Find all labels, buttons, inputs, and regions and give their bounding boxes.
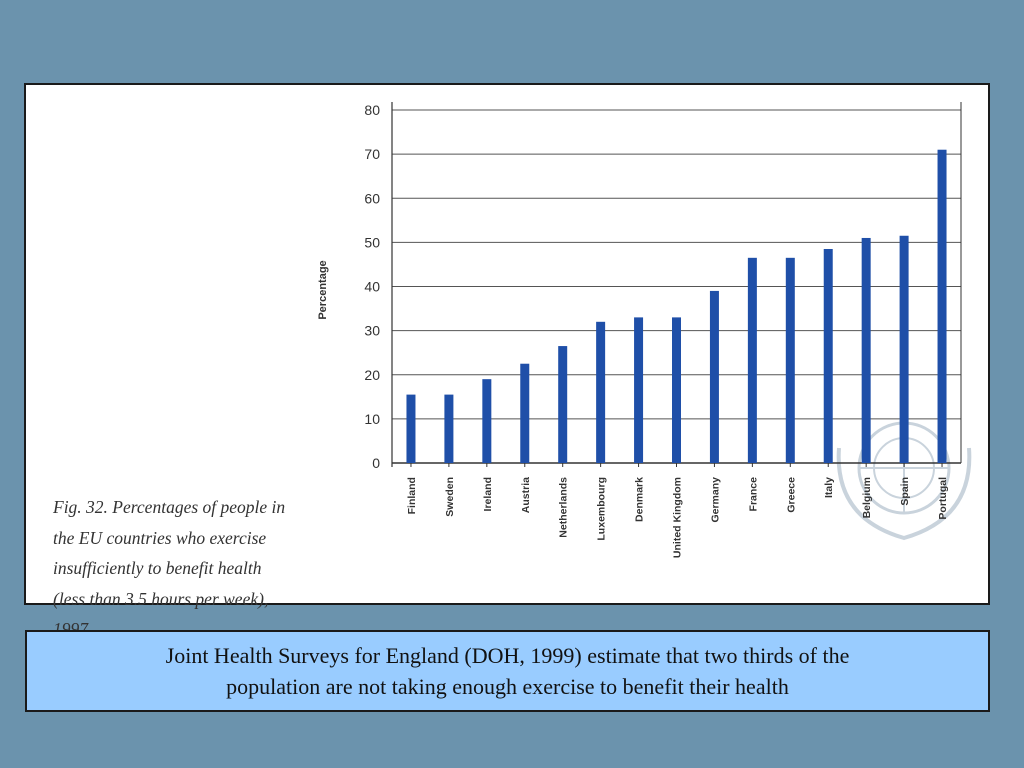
x-tick-label: Belgium bbox=[861, 477, 873, 518]
x-tick-label: Greece bbox=[785, 477, 797, 513]
caption-line: insufficiently to benefit health bbox=[53, 558, 262, 578]
caption-line: the EU countries who exercise bbox=[53, 527, 267, 548]
x-tick-label: Austria bbox=[520, 477, 532, 513]
bar bbox=[861, 237, 871, 463]
x-tick-label: Finland bbox=[406, 477, 418, 514]
bar bbox=[937, 149, 947, 463]
y-tick-label: 10 bbox=[364, 411, 380, 427]
x-tick-label: France bbox=[747, 477, 759, 512]
figure-panel: 0 10 20 30 40 50 60 70 80 Percentage Finland Sweden… bbox=[24, 83, 990, 639]
x-tick-label: Sweden bbox=[444, 477, 456, 517]
caption-line: (less than 3.5 hours per week), bbox=[53, 588, 269, 609]
bar bbox=[709, 290, 719, 463]
bar bbox=[634, 317, 644, 463]
x-tick-label: United Kingdom bbox=[672, 477, 684, 558]
y-tick-label: 60 bbox=[364, 190, 380, 206]
x-tick-label: Germany bbox=[709, 477, 721, 523]
note-box: Joint Health Surveys for England (DOH, 1… bbox=[25, 630, 990, 712]
y-tick-label: 80 bbox=[364, 102, 380, 118]
y-tick-label: 70 bbox=[364, 146, 380, 162]
bar-chart: 0 10 20 30 40 50 60 70 80 Percentage Finland Sweden… bbox=[317, 102, 972, 558]
caption-line: Fig. 32. Percentages of people in bbox=[53, 497, 286, 517]
bar bbox=[785, 257, 795, 463]
y-tick-label: 0 bbox=[372, 455, 380, 471]
bar bbox=[823, 248, 833, 463]
y-axis-title: Percentage bbox=[317, 260, 329, 319]
figure-caption: Fig. 32. Percentages of people in the EU… bbox=[53, 492, 303, 645]
bar bbox=[558, 346, 568, 463]
y-tick-label: 20 bbox=[364, 367, 380, 383]
bar bbox=[672, 317, 681, 463]
bar bbox=[520, 363, 530, 463]
bar bbox=[596, 321, 606, 463]
x-tick-label: Portugal bbox=[937, 477, 949, 520]
y-tick-label: 50 bbox=[364, 234, 380, 250]
x-tick-label: Denmark bbox=[634, 477, 646, 522]
x-tick-label: Ireland bbox=[482, 477, 494, 511]
bar bbox=[406, 394, 416, 463]
bar bbox=[444, 394, 454, 463]
note-line: Joint Health Surveys for England (DOH, 1… bbox=[165, 643, 850, 668]
note-text: Joint Health Surveys for England (DOH, 1… bbox=[146, 640, 870, 702]
bar bbox=[482, 379, 492, 463]
y-tick-label: 30 bbox=[364, 323, 380, 339]
x-tick-label: Luxembourg bbox=[596, 477, 608, 541]
x-tick-label: Netherlands bbox=[558, 477, 570, 538]
x-tick-label: Spain bbox=[899, 477, 911, 506]
bar bbox=[899, 235, 909, 463]
y-tick-label: 40 bbox=[364, 279, 380, 295]
x-tick-label: Italy bbox=[823, 477, 835, 498]
bar bbox=[747, 257, 757, 463]
note-line: population are not taking enough exercis… bbox=[226, 674, 789, 699]
